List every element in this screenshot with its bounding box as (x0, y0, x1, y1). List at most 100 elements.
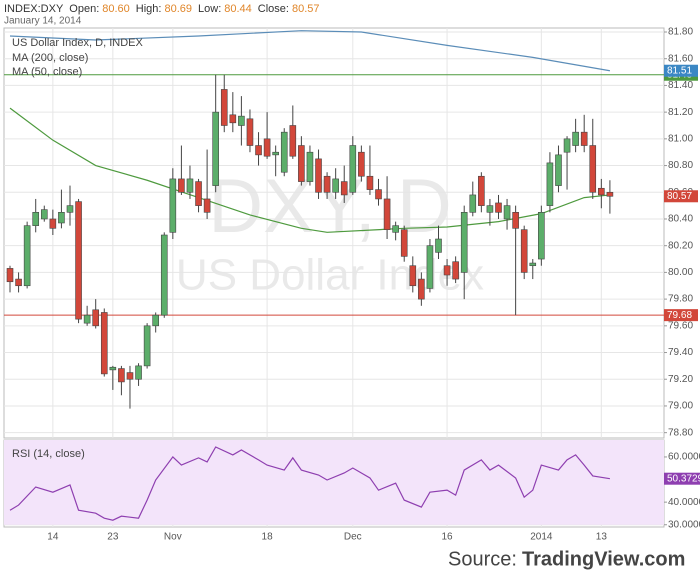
candle-body (135, 365, 142, 380)
candle-body (469, 194, 477, 213)
candle-body (340, 181, 348, 196)
candle-body (555, 154, 562, 186)
panel-frame (3, 27, 665, 439)
y-tick-label: 81.00 (668, 133, 693, 144)
price-tag-label: 81.51 (667, 65, 692, 76)
y-tick-label: 81.80 (668, 27, 693, 38)
candle-body (306, 151, 314, 182)
x-tick-label: 23 (107, 532, 119, 543)
y-tick-label: 80.40 (668, 214, 693, 225)
price-tag-label: 80.57 (667, 191, 692, 202)
candle-body (426, 245, 434, 289)
candle-body (503, 205, 511, 220)
candle-body (169, 178, 177, 233)
candle-body (400, 229, 408, 257)
field-value: 80.57 (292, 3, 320, 15)
source-prefix: Source: (448, 548, 517, 570)
candle-body (23, 225, 31, 287)
candle-body (83, 314, 91, 324)
candle-body (289, 125, 297, 157)
price-tag (664, 64, 698, 77)
x-tick-label: 16 (442, 532, 454, 543)
candle-body (109, 366, 117, 371)
candle-body (349, 145, 357, 193)
legend-entry: US Dollar Index, D, INDEX (12, 37, 143, 49)
candle-body (195, 181, 202, 206)
legend-entry: MA (50, close) (12, 66, 82, 78)
candle-body (126, 372, 134, 380)
candle-body (495, 202, 502, 213)
candle-body (272, 151, 279, 156)
source-site: TradingView.com (522, 548, 685, 570)
candle-body (366, 175, 374, 190)
symbol: INDEX:DXY (4, 3, 64, 15)
price-tag (664, 190, 698, 203)
candle-body (238, 115, 245, 126)
candle-body (460, 211, 468, 273)
candle-body (118, 368, 125, 383)
candle-body (75, 201, 82, 320)
candle-body (152, 314, 159, 327)
candle-body (186, 178, 194, 193)
candle-body (580, 131, 588, 146)
y-tick-label: 40.0000 (668, 497, 700, 508)
candle-body (280, 131, 288, 173)
candle-body (40, 209, 48, 220)
candle-body (358, 151, 365, 177)
candle-body (409, 265, 417, 287)
candle-body (263, 138, 271, 157)
y-tick-label: 80.80 (668, 160, 693, 171)
y-tick-label: 81.20 (668, 107, 693, 118)
candle-body (589, 145, 597, 193)
moving-average (9, 30, 611, 72)
x-tick-label: 13 (596, 532, 608, 543)
value-tag-label: 50.3729 (667, 473, 700, 484)
candle-body (92, 309, 99, 327)
moving-average (9, 107, 610, 233)
rsi-band (4, 440, 664, 525)
date: January 14, 2014 (4, 16, 82, 27)
candle-body (512, 211, 519, 229)
field-label: Open: (69, 3, 99, 15)
candle-body (66, 205, 74, 213)
candle-body (383, 198, 391, 230)
candle-body (375, 189, 382, 200)
candle-body (255, 145, 262, 156)
field-label: Close: (258, 3, 289, 15)
candle-body (160, 234, 168, 316)
candle-body (315, 158, 322, 193)
candle-body (100, 312, 108, 375)
candle-body (6, 268, 14, 283)
candle-body (49, 218, 57, 229)
x-tick-label: 14 (47, 532, 59, 543)
candle-body (529, 262, 537, 267)
candle-body (452, 261, 459, 280)
y-tick-label: 80.20 (668, 240, 693, 251)
candle-body (246, 118, 254, 146)
candle-body (220, 89, 228, 126)
x-tick-label: Nov (164, 532, 182, 543)
price-tag-label: 79.68 (667, 310, 692, 321)
candle-body (15, 278, 22, 287)
candle-body (32, 211, 40, 226)
legend-entry: RSI (14, close) (12, 448, 85, 460)
y-tick-label: 79.60 (668, 320, 693, 331)
watermark-name: US Dollar Index (176, 251, 484, 300)
candle-body (143, 325, 151, 367)
y-tick-label: 79.00 (668, 401, 693, 412)
y-tick-label: 79.80 (668, 294, 693, 305)
candle-body (298, 145, 305, 182)
y-tick-label: 79.20 (668, 374, 693, 385)
field-value: 80.44 (224, 3, 252, 15)
candle-body (418, 278, 425, 300)
y-tick-label: 30.0000 (668, 519, 700, 530)
y-tick-label: 81.40 (668, 80, 693, 91)
legend-entry: MA (200, close) (12, 52, 88, 64)
x-tick-label: 2014 (530, 532, 553, 543)
header: INDEX:DXY January 14, 2014 Open: 80.60 Hig… (4, 3, 320, 27)
candle-body (203, 198, 211, 213)
candle-body (486, 205, 494, 213)
candle-body (478, 175, 485, 206)
candle-body (546, 162, 554, 206)
